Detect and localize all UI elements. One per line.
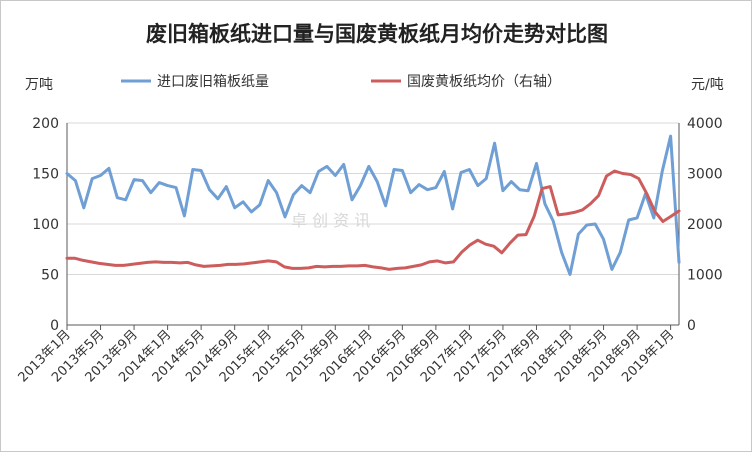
right-axis-ticks: 0 1000 2000 3000 4000 — [687, 116, 723, 334]
gridlines — [67, 122, 679, 275]
y-right-tick-label: 4000 — [687, 116, 723, 132]
series-line-price — [65, 169, 681, 271]
watermark-text: 卓 创 资 讯 — [291, 211, 370, 230]
series-line-imports — [65, 134, 681, 276]
y-right-tick-label: 2000 — [687, 217, 723, 233]
y-left-tick-label: 100 — [32, 217, 59, 233]
series-lines — [65, 134, 681, 276]
legend-label-imports: 进口废旧箱板纸量 — [157, 74, 269, 90]
y-right-tick-label: 1000 — [687, 268, 723, 284]
y-right-tick-label: 0 — [687, 318, 696, 334]
y-right-tick-label: 3000 — [687, 167, 723, 183]
legend: 进口废旧箱板纸量 国废黄板纸均价（右轴） — [121, 73, 561, 90]
right-axis-unit: 元/吨 — [691, 77, 724, 93]
chart-title: 废旧箱板纸进口量与国废黄板纸月均价走势对比图 — [146, 22, 608, 46]
left-axis-unit: 万吨 — [25, 77, 53, 93]
y-left-tick-label: 150 — [32, 167, 59, 183]
legend-label-price: 国废黄板纸均价（右轴） — [407, 73, 561, 90]
x-axis: 2013年1月2013年5月2013年9月2014年1月2014年5月2014年… — [16, 123, 680, 385]
left-axis-ticks: 0 50 100 150 200 — [32, 116, 59, 334]
y-left-tick-label: 200 — [32, 116, 59, 132]
y-left-tick-label: 0 — [50, 318, 59, 334]
y-left-tick-label: 50 — [41, 268, 59, 284]
